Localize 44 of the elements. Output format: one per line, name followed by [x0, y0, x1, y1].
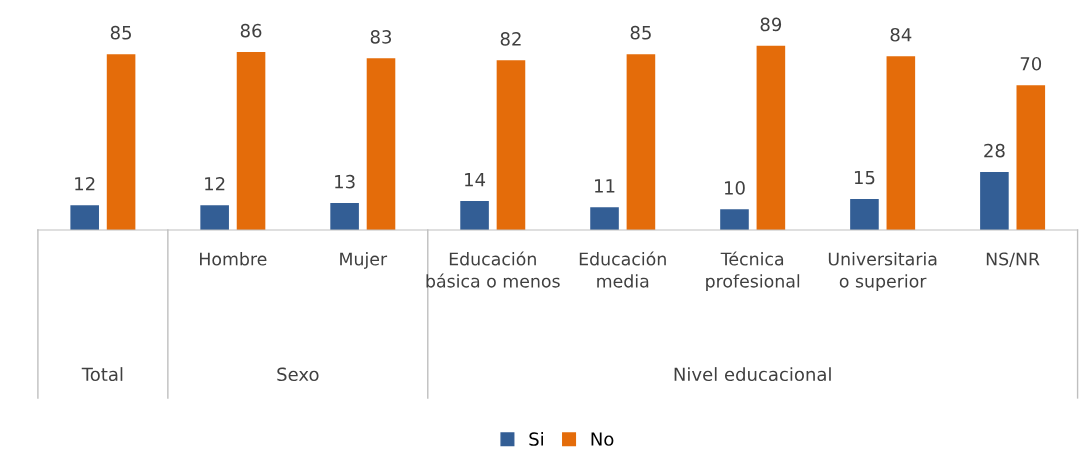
data-label: 89 [760, 17, 782, 32]
data-label: 83 [370, 30, 392, 44]
bar [106, 54, 136, 231]
bar [1016, 85, 1046, 231]
data-label: 11 [595, 179, 615, 193]
bar [236, 52, 266, 231]
legend-label: No [591, 432, 614, 446]
data-label: 12 [205, 176, 225, 191]
x-tick-label: Universitaria o superior [828, 252, 937, 291]
data-label: 10 [724, 181, 745, 195]
data-label: 82 [500, 32, 521, 46]
data-label: 85 [110, 25, 131, 40]
bar [496, 60, 526, 231]
x-tick-label: Educación media [579, 251, 666, 288]
bar [980, 172, 1009, 231]
text: Total [81, 367, 123, 382]
x-tick-label: Mujer [340, 252, 388, 269]
text: Nivel educacional [674, 367, 831, 382]
data-label: 84 [890, 27, 912, 42]
x-tick-label: Hombre [200, 252, 267, 266]
bar [330, 203, 359, 231]
data-label: 12 [75, 176, 95, 191]
bar [460, 201, 489, 231]
x-tick-label: Técnica profesional [706, 251, 800, 291]
bar [756, 45, 786, 231]
legend-label: Si [529, 431, 543, 446]
text: Sexo [277, 367, 319, 382]
data-label: 85 [630, 25, 651, 40]
bar [70, 205, 99, 231]
bar [886, 56, 916, 231]
data-label: 86 [240, 23, 262, 38]
bar [720, 209, 749, 231]
bar [366, 58, 396, 231]
data-label: 14 [465, 173, 486, 187]
data-label: 70 [1020, 56, 1042, 71]
bar [626, 54, 656, 231]
data-label: 28 [984, 143, 1005, 158]
bar [850, 198, 879, 231]
x-tick-label: NS/NR [986, 252, 1040, 267]
bar [200, 205, 229, 231]
bar [590, 207, 619, 231]
x-tick-label: Educación básica o menos [426, 251, 560, 288]
data-label: 13 [335, 174, 355, 189]
data-label: 15 [854, 170, 875, 185]
